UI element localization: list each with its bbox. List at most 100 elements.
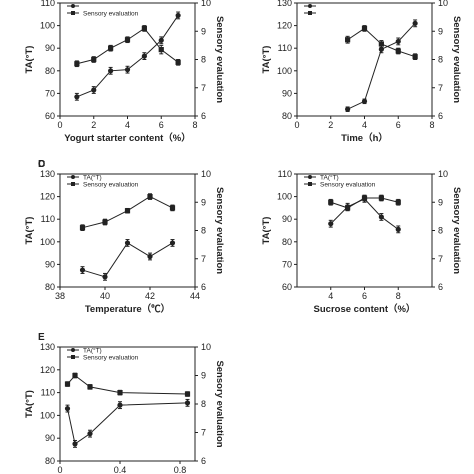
y2-tick-label: 9 <box>201 197 206 207</box>
data-point-square <box>74 61 80 67</box>
y2-axis-title: Sensory evaluation <box>451 16 462 103</box>
y-tick-label: 90 <box>45 43 55 53</box>
y2-tick-label: 10 <box>201 169 211 179</box>
plot-frame <box>59 346 196 462</box>
x-tick-label: 38 <box>55 291 65 301</box>
x-tick-label: 40 <box>100 291 110 301</box>
y-tick-label: 90 <box>282 88 292 98</box>
x-tick-label: 6 <box>362 291 367 301</box>
data-point-square <box>124 37 131 43</box>
x-tick-label: 0 <box>294 120 299 130</box>
legend-label: TA(°T) <box>83 173 102 181</box>
y-tick-label: 70 <box>45 88 55 98</box>
legend-label: Sensory evaluation <box>83 10 139 17</box>
y2-tick-label: 8 <box>201 226 206 236</box>
data-point-circle <box>124 67 131 73</box>
y-tick-label: 80 <box>282 111 292 121</box>
y2-tick-label: 7 <box>201 254 206 264</box>
y2-tick-label: 10 <box>201 0 211 8</box>
legend-marker-square <box>308 11 312 15</box>
data-point-circle <box>412 20 418 26</box>
chart-panel-2: 0 2 4 6 88090100110120130678910Time（h）TA(°T)… <box>261 0 462 144</box>
data-point-circle <box>184 400 191 406</box>
x-tick-label: 0.4 <box>114 465 127 474</box>
series-line <box>76 15 179 98</box>
y-tick-label: 100 <box>277 192 292 202</box>
x-tick-label: 4 <box>125 120 130 130</box>
data-point-circle <box>345 106 351 112</box>
data-point-circle <box>361 98 368 104</box>
legend-marker-circle <box>71 175 75 179</box>
data-point-square <box>147 194 153 200</box>
y2-tick-label: 10 <box>438 169 448 179</box>
legend-marker-square <box>71 11 75 15</box>
y-tick-label: 110 <box>41 214 55 224</box>
x-tick-label: 8 <box>396 291 401 301</box>
series-2-sensory <box>345 25 418 60</box>
data-point-square <box>378 195 384 201</box>
data-point-square <box>328 199 334 205</box>
panel-letter: D <box>38 159 45 170</box>
x-tick-label: 8 <box>429 120 434 130</box>
data-point-square <box>117 390 123 396</box>
series-1-ta <box>74 11 181 101</box>
legend-marker-circle <box>308 4 312 8</box>
y2-tick-label: 6 <box>438 111 443 121</box>
y2-tick-label: 10 <box>438 0 448 8</box>
data-point-square <box>345 37 351 43</box>
x-tick-label: 6 <box>159 120 164 130</box>
legend-marker-square <box>71 355 75 359</box>
y-tick-label: 110 <box>278 43 292 53</box>
legend-marker-circle <box>71 4 75 8</box>
data-point-circle <box>175 12 181 19</box>
data-point-circle <box>158 37 164 43</box>
x-tick-label: 0.8 <box>174 465 187 474</box>
y-tick-label: 130 <box>40 169 55 179</box>
x-tick-label: 6 <box>396 120 401 130</box>
series-2-sensory <box>79 193 176 231</box>
data-point-square <box>87 384 93 390</box>
panel-letter: C <box>38 159 45 170</box>
y2-tick-label: 9 <box>201 371 206 381</box>
data-point-circle <box>74 94 80 100</box>
data-point-circle <box>108 68 114 74</box>
data-point-square <box>395 48 401 54</box>
y2-tick-label: 7 <box>438 254 443 264</box>
series-line <box>330 198 399 230</box>
y2-tick-label: 6 <box>201 456 206 466</box>
plot-frame <box>296 173 433 288</box>
series-line <box>82 242 173 278</box>
data-point-circle <box>395 226 401 232</box>
y-tick-label: 110 <box>41 0 55 8</box>
data-point-square <box>72 372 78 379</box>
y-tick-label: 110 <box>41 388 55 398</box>
data-point-circle <box>117 402 123 408</box>
y2-tick-label: 8 <box>201 55 206 65</box>
y2-tick-label: 8 <box>438 55 443 65</box>
y2-axis-title: Sensory evaluation <box>214 360 225 447</box>
y-tick-label: 80 <box>45 282 55 292</box>
y-tick-label: 100 <box>40 21 55 31</box>
x-tick-label: 4 <box>362 120 367 130</box>
legend-label: Sensory evaluation <box>320 181 376 188</box>
y2-axis-title: Sensory evaluation <box>451 187 462 274</box>
y2-tick-label: 6 <box>438 282 443 292</box>
data-point-square <box>102 219 108 225</box>
legend-marker-square <box>308 182 312 186</box>
series-line <box>347 22 416 110</box>
data-point-circle <box>102 274 108 280</box>
y2-tick-label: 7 <box>438 83 443 93</box>
y-tick-label: 100 <box>277 66 292 76</box>
data-point-circle <box>169 240 176 246</box>
y-tick-label: 110 <box>278 169 292 179</box>
y-tick-label: 90 <box>45 259 55 269</box>
data-point-square <box>108 45 114 51</box>
y-tick-label: 120 <box>40 365 55 375</box>
data-point-square <box>158 47 164 53</box>
data-point-square <box>141 25 147 32</box>
legend-marker-square <box>71 182 75 186</box>
y-tick-label: 130 <box>277 0 292 8</box>
y2-tick-label: 7 <box>201 428 206 438</box>
data-point-circle <box>124 240 131 246</box>
